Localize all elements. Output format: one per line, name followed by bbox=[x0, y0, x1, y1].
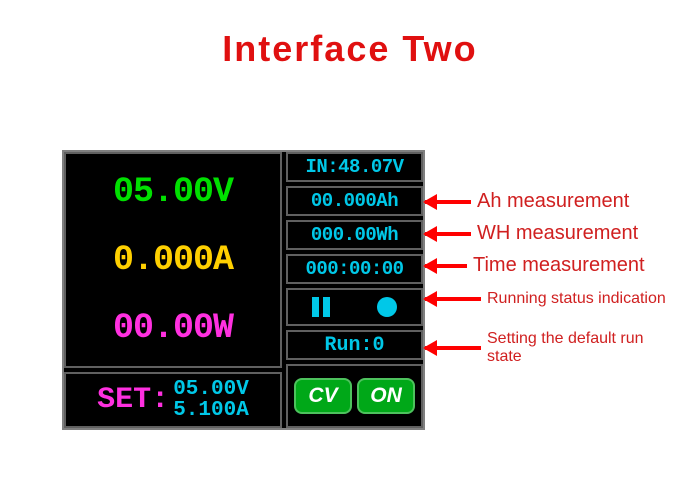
set-panel: SET: 05.00V 5.100A bbox=[64, 372, 282, 428]
main-readings-panel: 05.00V 0.000A 00.00W bbox=[64, 152, 282, 368]
annotation-2: Time measurement bbox=[425, 254, 645, 277]
set-label: SET: bbox=[97, 383, 169, 417]
lcd-display: 05.00V 0.000A 00.00W SET: 05.00V 5.100A … bbox=[62, 150, 425, 430]
pause-icon bbox=[312, 297, 330, 317]
arrow-icon bbox=[425, 346, 481, 350]
annotation-text: Running status indication bbox=[487, 290, 666, 308]
record-icon bbox=[377, 297, 397, 317]
annotation-1: WH measurement bbox=[425, 222, 638, 245]
annotation-text: WH measurement bbox=[477, 222, 638, 245]
annotation-text: Setting the default run state bbox=[487, 330, 677, 367]
status-cell bbox=[286, 288, 423, 326]
time-cell: 000:00:00 bbox=[286, 254, 423, 284]
arrow-icon bbox=[425, 264, 467, 268]
annotation-text: Time measurement bbox=[473, 254, 645, 277]
annotation-4: Setting the default run state bbox=[425, 330, 677, 367]
input-voltage-cell: IN:48.07V bbox=[286, 152, 423, 182]
ah-cell: 00.000Ah bbox=[286, 186, 423, 216]
button-row: CV ON bbox=[286, 364, 423, 428]
set-values: 05.00V 5.100A bbox=[173, 379, 249, 421]
cv-button[interactable]: CV bbox=[294, 378, 352, 414]
right-column: IN:48.07V 00.000Ah 000.00Wh 000:00:00 Ru… bbox=[286, 152, 423, 428]
left-column: 05.00V 0.000A 00.00W SET: 05.00V 5.100A bbox=[64, 152, 282, 428]
annotation-0: Ah measurement bbox=[425, 190, 629, 213]
arrow-icon bbox=[425, 297, 481, 301]
on-button[interactable]: ON bbox=[357, 378, 415, 414]
current-reading: 0.000A bbox=[113, 240, 233, 280]
wh-cell: 000.00Wh bbox=[286, 220, 423, 250]
arrow-icon bbox=[425, 200, 471, 204]
voltage-reading: 05.00V bbox=[113, 172, 233, 212]
power-reading: 00.00W bbox=[113, 308, 233, 348]
set-current: 5.100A bbox=[173, 400, 249, 421]
arrow-icon bbox=[425, 232, 471, 236]
annotation-text: Ah measurement bbox=[477, 190, 629, 213]
set-voltage: 05.00V bbox=[173, 379, 249, 400]
page-title: Interface Two bbox=[0, 0, 700, 88]
annotation-3: Running status indication bbox=[425, 290, 666, 308]
run-cell: Run:0 bbox=[286, 330, 423, 360]
